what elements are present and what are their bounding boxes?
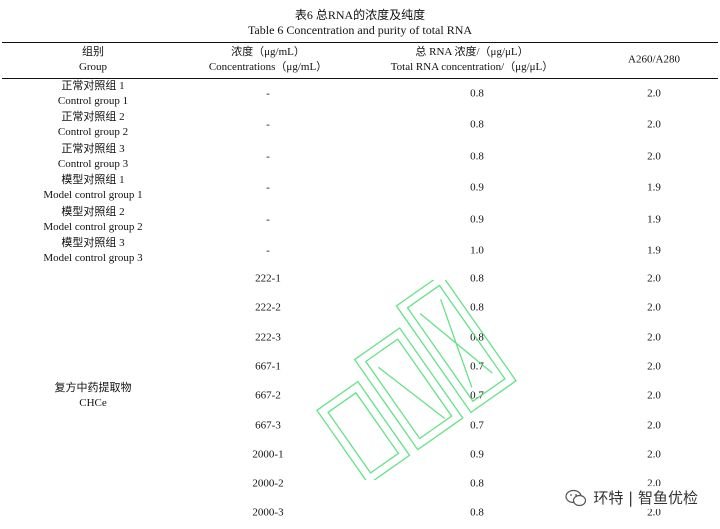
table-row-group: 正常对照组 1 Control group 1 (58, 79, 128, 109)
header-conc-en: Concentrations（μg/mL） (208, 61, 328, 73)
table-cell-ratio: 2.0 (647, 272, 661, 285)
header-group: 组别 Group (79, 45, 107, 75)
header-group-cn: 组别 (81, 46, 104, 58)
table-row-group-en: Model control group 2 (43, 220, 143, 233)
table-cell-ratio: 2.0 (647, 389, 661, 402)
table-row-group-chce-en: CHCe (79, 397, 107, 409)
table-row-group-chce: 复方中药提取物 CHCe (55, 381, 132, 411)
table-cell-rna: 0.8 (470, 272, 484, 285)
table-row-group-chce-cn: 复方中药提取物 (54, 382, 132, 394)
table-cell-rna: 0.9 (470, 181, 484, 194)
table-row-group-en: Model control group 1 (43, 189, 143, 202)
table-row-group-en: Control group 2 (57, 126, 129, 139)
table-cell-ratio: 1.9 (647, 181, 661, 194)
table-row-group-en: Control group 3 (57, 157, 129, 170)
table-cell-ratio: 2.0 (647, 301, 661, 314)
header-conc-cn: 浓度（μg/mL） (231, 46, 305, 58)
header-rna-en: Total RNA concentration/（μg/μL） (390, 61, 554, 73)
header-group-en: Group (78, 61, 108, 73)
header-rna-concentration: 总 RNA 浓度/（μg/μL） Total RNA concentration… (391, 45, 554, 75)
header-rna-cn: 总 RNA 浓度/（μg/μL） (415, 46, 529, 58)
table-top-rule (2, 42, 718, 43)
wechat-icon (565, 489, 587, 506)
table-row-group-cn: 模型对照组 2 (61, 205, 125, 218)
table-cell-concentration: 2000-2 (252, 477, 284, 490)
table-caption-en: Table 6 Concentration and purity of tota… (247, 23, 473, 37)
table-row-group: 正常对照组 3 Control group 3 (58, 142, 128, 172)
table-cell-rna: 0.8 (470, 477, 484, 490)
table-cell-concentration: - (266, 118, 270, 131)
table-row-group-cn: 模型对照组 3 (61, 237, 125, 249)
table-cell-rna: 0.8 (470, 331, 484, 344)
table-cell-concentration: - (266, 150, 270, 163)
table-cell-ratio: 1.9 (647, 244, 661, 257)
table-cell-concentration: 667-3 (255, 419, 281, 431)
table-cell-rna: 1.0 (470, 244, 484, 257)
table-row-group-cn: 模型对照组 1 (61, 174, 125, 187)
table-row-group: 正常对照组 2 Control group 2 (58, 110, 128, 140)
table-cell-concentration: 222-3 (255, 331, 281, 344)
table-cell-concentration: 222-1 (255, 272, 281, 285)
table-cell-ratio: 2.0 (647, 419, 661, 431)
table-caption-cn: 表6 总RNA的浓度及纯度 (294, 8, 426, 22)
table-cell-concentration: 2000-3 (252, 506, 284, 519)
table-cell-ratio: 2.0 (647, 331, 661, 344)
table-cell-ratio: 2.0 (647, 448, 661, 461)
table-cell-rna: 0.7 (470, 360, 484, 373)
table-cell-rna: 0.7 (470, 419, 484, 431)
table-cell-rna: 0.9 (470, 448, 484, 461)
table-row-group: 模型对照组 1 Model control group 1 (43, 173, 142, 203)
table-cell-ratio: 2.0 (647, 360, 661, 373)
table-cell-rna: 0.8 (470, 118, 484, 131)
watermark-brand: 环特 | 智鱼优检 (561, 486, 702, 509)
table-cell-rna: 0.8 (470, 506, 484, 519)
table-cell-concentration: 667-2 (255, 389, 281, 402)
table-cell-concentration: 2000-1 (252, 448, 284, 461)
table-row-group-cn: 正常对照组 2 (61, 111, 125, 124)
table-row-group: 模型对照组 2 Model control group 2 (43, 205, 142, 235)
table-cell-ratio: 2.0 (647, 506, 661, 519)
table-row-group-en: Model control group 3 (43, 252, 143, 264)
header-concentration: 浓度（μg/mL） Concentrations（μg/mL） (209, 45, 327, 75)
table-cell-concentration: 667-1 (255, 360, 281, 373)
table-cell-concentration: - (266, 244, 270, 257)
table-cell-ratio: 2.0 (647, 150, 661, 163)
table-row-group: 模型对照组 3 Model control group 3 (43, 236, 142, 266)
table-cell-concentration: - (266, 181, 270, 194)
table-row-group-en: Control group 1 (57, 95, 129, 107)
header-ratio: A260/A280 (628, 53, 680, 66)
table-cell-ratio: 1.9 (647, 213, 661, 226)
table-cell-rna: 0.7 (470, 389, 484, 402)
table-row-group-cn: 正常对照组 1 (61, 80, 125, 92)
table-cell-rna: 0.8 (470, 150, 484, 163)
watermark-stamp-graphic (316, 280, 517, 480)
watermark-brand-text: 环特 | 智鱼优检 (593, 489, 698, 507)
table-cell-concentration: - (266, 213, 270, 226)
table-cell-concentration: 222-2 (255, 301, 281, 314)
table-header-rule (2, 78, 718, 79)
table-cell-concentration: - (266, 87, 270, 100)
table-cell-rna: 0.8 (470, 87, 484, 100)
table-cell-rna: 0.9 (470, 213, 484, 226)
table-cell-ratio: 2.0 (647, 118, 661, 131)
table-row-group-cn: 正常对照组 3 (61, 142, 125, 155)
table-cell-ratio: 2.0 (647, 87, 661, 100)
table-cell-rna: 0.8 (470, 301, 484, 314)
